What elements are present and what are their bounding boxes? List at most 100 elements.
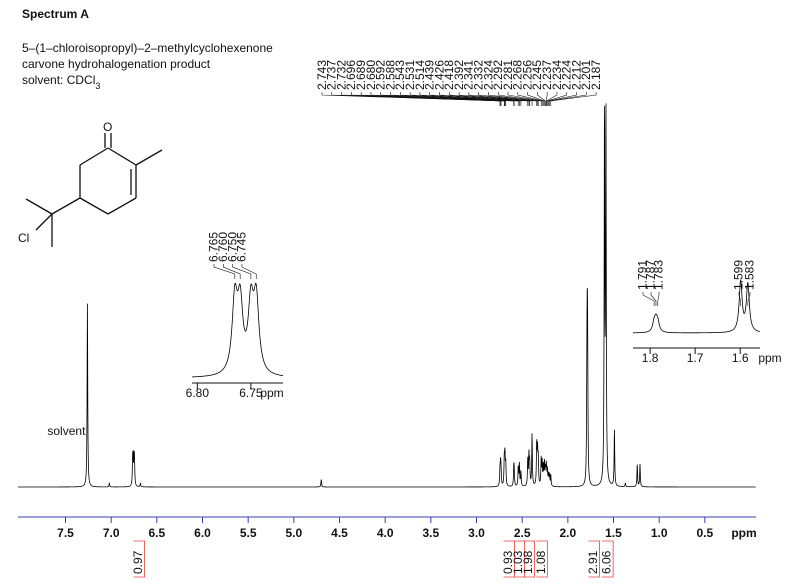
x-axis-label: ppm <box>260 386 283 400</box>
x-axis-label: ppm <box>731 526 756 540</box>
peak-marker <box>478 92 538 106</box>
x-axis-label: ppm <box>758 351 781 365</box>
peak-marker <box>448 92 530 106</box>
peak-marker <box>468 92 538 106</box>
structure: O Cl <box>18 120 163 247</box>
peak-label: 2.201 <box>579 60 593 90</box>
x-tick-label: 4.0 <box>377 526 394 540</box>
x-tick-label: 4.5 <box>331 526 348 540</box>
integral-bracket <box>523 540 535 578</box>
peak-label: 1.787 <box>644 260 658 290</box>
x-tick-label: 3.0 <box>468 526 485 540</box>
x-tick-label: 6.5 <box>148 526 165 540</box>
peak-label: 2.439 <box>423 60 437 90</box>
peak-marker <box>747 292 751 306</box>
x-tick-label: 1.7 <box>687 351 704 365</box>
peak-marker <box>527 92 545 106</box>
peak-label: 2.237 <box>540 60 554 90</box>
inset-spectrum <box>633 279 760 334</box>
peak-marker <box>517 92 544 106</box>
x-tick-label: 2.5 <box>514 526 531 540</box>
peak-marker <box>537 92 546 106</box>
subtitle: carvone hydrohalogenation product <box>22 57 211 71</box>
annotation: solvent <box>47 424 86 438</box>
integral-label: 2.91 <box>586 550 600 574</box>
peak-label: 2.341 <box>462 60 476 90</box>
peak-label: 2.256 <box>520 60 534 90</box>
peak-marker <box>370 92 507 106</box>
peak-marker <box>488 92 539 106</box>
peak-label: 2.212 <box>569 60 583 90</box>
bond <box>107 197 137 215</box>
integral-bracket <box>133 540 145 578</box>
peak-label: 6.750 <box>225 232 239 262</box>
bond <box>107 147 137 166</box>
peak-label: 2.324 <box>481 60 495 90</box>
peak-label: 2.426 <box>432 60 446 90</box>
peak-marker <box>213 264 236 279</box>
peak-label: 1.599 <box>732 260 746 290</box>
peak-marker <box>548 92 577 106</box>
subtitle: 5–(1–chloroisopropyl)–2–methylcyclohexen… <box>22 41 273 55</box>
x-tick-label: 5.5 <box>240 526 257 540</box>
x-tick-label: 1.0 <box>651 526 668 540</box>
peak-marker <box>650 292 657 306</box>
peak-label: 1.791 <box>636 260 650 290</box>
peak-label: 2.418 <box>442 60 456 90</box>
peak-marker <box>547 92 568 106</box>
peak-label: 2.292 <box>491 60 505 90</box>
peak-label: 2.743 <box>315 60 329 90</box>
x-tick-label: 7.5 <box>57 526 74 540</box>
peak-label: 6.760 <box>216 232 230 262</box>
peak-marker <box>223 264 241 279</box>
integral-bracket <box>602 540 614 578</box>
x-tick-label: 1.5 <box>605 526 622 540</box>
x-tick-label: 6.0 <box>194 526 211 540</box>
integral-bracket <box>588 540 600 578</box>
peak-marker <box>458 92 533 106</box>
peak-label: 2.680 <box>364 60 378 90</box>
x-tick-label: 6.80 <box>186 386 210 400</box>
peak-label: 2.332 <box>471 60 485 90</box>
x-tick-label: 1.6 <box>732 351 749 365</box>
integral-bracket <box>503 540 515 578</box>
integral-label: 0.97 <box>131 550 145 574</box>
solvent-subscript: 3 <box>95 81 100 91</box>
peak-marker <box>550 92 597 106</box>
peak-label: 2.514 <box>413 60 427 90</box>
peak-label: 2.268 <box>511 60 525 90</box>
integral-label: 6.06 <box>600 550 614 574</box>
integral-label: 1.98 <box>521 550 535 574</box>
bond <box>35 213 53 231</box>
integral-label: 1.08 <box>534 550 548 574</box>
peak-label: 6.765 <box>207 232 221 262</box>
peak-label: 2.245 <box>530 60 544 90</box>
peak-label: 1.783 <box>652 260 666 290</box>
peak-label: 2.592 <box>374 60 388 90</box>
solvent-line: solvent: CDCl3 <box>22 73 100 91</box>
x-tick-label: 6.75 <box>239 386 263 400</box>
inset-spectrum <box>191 282 284 378</box>
x-tick-label: 7.0 <box>103 526 120 540</box>
x-tick-label: 1.8 <box>642 351 659 365</box>
x-tick-label: 5.0 <box>285 526 302 540</box>
x-tick-label: 0.5 <box>697 526 714 540</box>
bond <box>25 198 53 215</box>
peak-label: 2.224 <box>560 60 574 90</box>
peak-label: 2.689 <box>354 60 368 90</box>
atom-label: Cl <box>18 231 29 245</box>
integral-bracket <box>536 540 548 578</box>
peak-marker <box>232 264 252 279</box>
peak-label: 2.531 <box>403 60 417 90</box>
bond <box>135 149 163 166</box>
peak-label: 6.745 <box>235 232 249 262</box>
peak-marker <box>429 92 529 106</box>
solvent-text: solvent: CDCl <box>22 73 95 87</box>
spectrum <box>18 103 756 488</box>
peak-marker <box>738 292 741 306</box>
peak-label: 2.281 <box>501 60 515 90</box>
peak-label: 2.737 <box>325 60 339 90</box>
x-tick-label: 3.5 <box>422 526 439 540</box>
